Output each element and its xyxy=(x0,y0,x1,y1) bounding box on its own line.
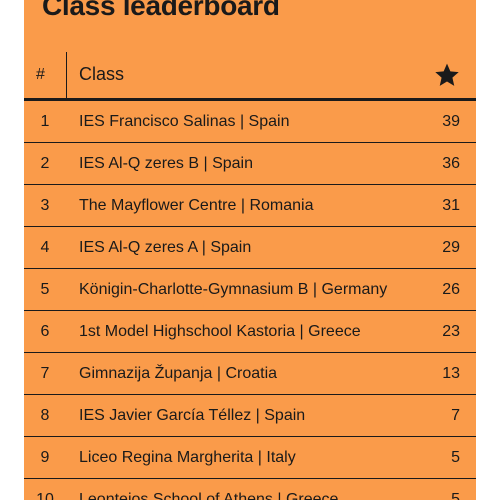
class-name-cell: Gimnazija Županja | Croatia xyxy=(79,365,278,382)
rank-cell: 5 xyxy=(40,281,50,298)
table-header: # Class xyxy=(24,52,476,101)
table-row: 8 IES Javier García Téllez | Spain 7 xyxy=(24,395,476,437)
class-column-header: Class xyxy=(79,64,125,84)
table-row: 6 1st Model Highschool Kastoria | Greece… xyxy=(24,311,476,353)
rank-cell: 8 xyxy=(40,407,50,424)
table-row: 1 IES Francisco Salinas | Spain 39 xyxy=(24,101,476,143)
score-cell: 5 xyxy=(451,449,460,466)
table-row: 5 Königin-Charlotte-Gymnasium B | German… xyxy=(24,269,476,311)
score-cell: 23 xyxy=(442,323,460,340)
rank-cell: 10 xyxy=(36,491,54,500)
rank-cell: 4 xyxy=(40,239,50,256)
score-cell: 39 xyxy=(442,113,460,130)
score-cell: 29 xyxy=(442,239,460,256)
rank-cell: 1 xyxy=(40,113,50,130)
class-name-cell: Königin-Charlotte-Gymnasium B | Germany xyxy=(79,281,388,298)
class-name-cell: Leonteios School of Athens | Greece xyxy=(79,491,339,500)
table-row: 10 Leonteios School of Athens | Greece 5 xyxy=(24,479,476,500)
rank-column-header: # xyxy=(36,66,45,83)
class-name-cell: IES Al-Q zeres B | Spain xyxy=(79,155,254,172)
page-title: Class leaderboard xyxy=(42,0,280,21)
star-icon xyxy=(434,62,460,88)
leaderboard-panel: Class leaderboard # Class 1 IES Francisc… xyxy=(24,0,476,500)
class-name-cell: 1st Model Highschool Kastoria | Greece xyxy=(79,323,361,340)
table-row: 4 IES Al-Q zeres A | Spain 29 xyxy=(24,227,476,269)
rank-cell: 7 xyxy=(40,365,50,382)
table-row: 9 Liceo Regina Margherita | Italy 5 xyxy=(24,437,476,479)
header-divider xyxy=(66,52,67,98)
table-row: 7 Gimnazija Županja | Croatia 13 xyxy=(24,353,476,395)
class-name-cell: IES Al-Q zeres A | Spain xyxy=(79,239,252,256)
score-cell: 13 xyxy=(442,365,460,382)
table-row: 2 IES Al-Q zeres B | Spain 36 xyxy=(24,143,476,185)
score-cell: 5 xyxy=(451,491,460,500)
table-row: 3 The Mayflower Centre | Romania 31 xyxy=(24,185,476,227)
score-cell: 7 xyxy=(451,407,460,424)
score-cell: 26 xyxy=(442,281,460,298)
class-name-cell: The Mayflower Centre | Romania xyxy=(79,197,314,214)
class-name-cell: IES Francisco Salinas | Spain xyxy=(79,113,290,130)
score-cell: 31 xyxy=(442,197,460,214)
rank-cell: 9 xyxy=(40,449,50,466)
rank-cell: 2 xyxy=(40,155,50,172)
score-cell: 36 xyxy=(442,155,460,172)
rank-cell: 6 xyxy=(40,323,50,340)
class-name-cell: IES Javier García Téllez | Spain xyxy=(79,407,306,424)
rank-cell: 3 xyxy=(40,197,50,214)
class-name-cell: Liceo Regina Margherita | Italy xyxy=(79,449,296,466)
leaderboard-rows: 1 IES Francisco Salinas | Spain 39 2 IES… xyxy=(24,101,476,500)
